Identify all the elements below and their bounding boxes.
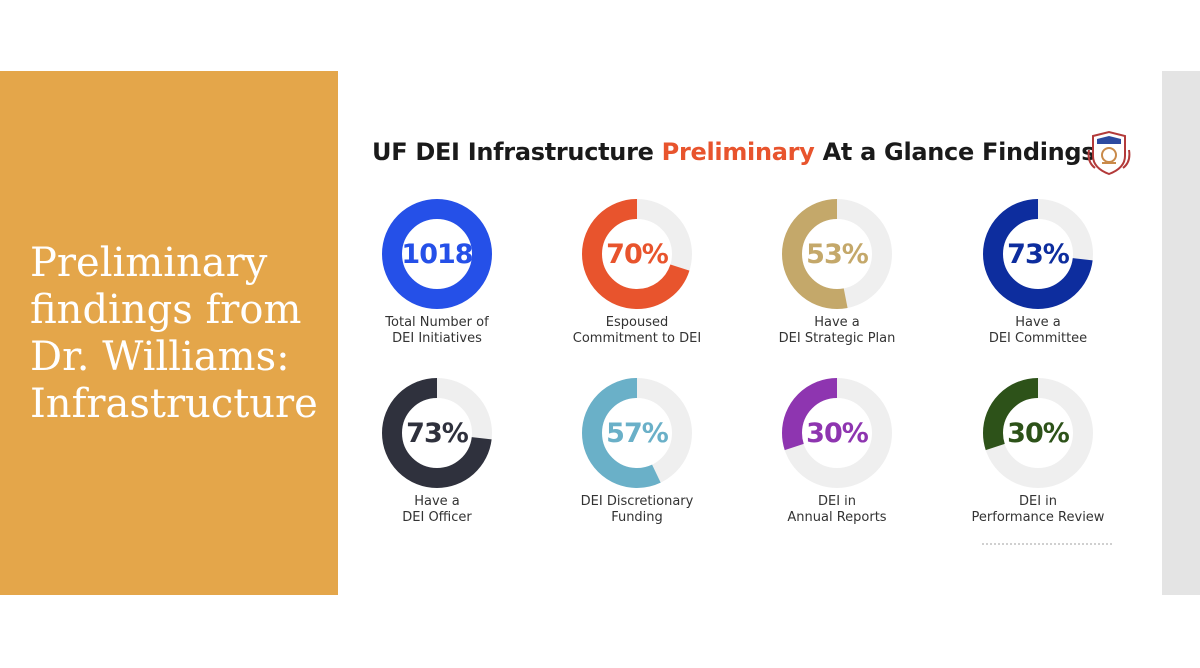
heading-highlight: Preliminary [661, 138, 815, 166]
stat-value: 73% [1007, 238, 1070, 270]
stat-caption: Have a DEI Strategic Plan [778, 315, 896, 346]
stat-caption: DEI in Annual Reports [787, 494, 887, 525]
donut-ring [582, 378, 692, 488]
stat-value: 53% [806, 238, 869, 270]
stat-caption: DEI Discretionary Funding [580, 494, 694, 525]
source-footnote [982, 543, 1112, 548]
donut-fill [983, 378, 1093, 488]
stat-tile: 57% DEI Discretionary Funding [552, 378, 722, 538]
stat-value: 73% [406, 417, 469, 449]
right-edge-strip [1162, 71, 1200, 595]
heading-text-end: At a Glance Findings [814, 138, 1096, 166]
stat-caption: Espoused Commitment to DEI [572, 315, 702, 346]
stat-tile: 30% DEI in Annual Reports [752, 378, 922, 538]
stat-value: 70% [606, 238, 669, 270]
university-crest-icon [1087, 130, 1131, 176]
donut-ring [983, 378, 1093, 488]
stat-tile: 70% Espoused Commitment to DEI [552, 199, 722, 359]
stat-caption: DEI in Performance Review [971, 494, 1105, 525]
donut-ring [382, 199, 492, 309]
donut-fill [382, 199, 492, 309]
slide-title: Preliminary findings from Dr. Williams: … [30, 240, 318, 427]
stat-caption: Total Number of DEI Initiatives [385, 315, 489, 346]
stat-value: 30% [1007, 417, 1070, 449]
stat-caption: Have a DEI Officer [402, 494, 472, 525]
stat-tile: 73% Have a DEI Committee [953, 199, 1123, 359]
donut-ring [582, 199, 692, 309]
donut-fill [382, 378, 492, 488]
stat-value: 57% [606, 417, 669, 449]
stat-tile: 1018 Total Number of DEI Initiatives [352, 199, 522, 359]
title-panel [0, 71, 338, 595]
infographic-heading: UF DEI Infrastructure Preliminary At a G… [372, 138, 1096, 166]
donut-ring [382, 378, 492, 488]
stat-caption: Have a DEI Committee [988, 315, 1088, 346]
stat-value: 1018 [401, 238, 473, 270]
stat-tile: 73% Have a DEI Officer [352, 378, 522, 538]
donut-fill [983, 199, 1093, 309]
donut-ring [782, 199, 892, 309]
stat-tile: 30% DEI in Performance Review [953, 378, 1123, 538]
stat-value: 30% [806, 417, 869, 449]
stat-tile: 53% Have a DEI Strategic Plan [752, 199, 922, 359]
donut-ring [983, 199, 1093, 309]
donut-fill [582, 378, 692, 488]
donut-fill [582, 199, 692, 309]
donut-fill [782, 378, 892, 488]
donut-fill [782, 199, 892, 309]
donut-ring [782, 378, 892, 488]
heading-text-start: UF DEI Infrastructure [372, 138, 662, 166]
